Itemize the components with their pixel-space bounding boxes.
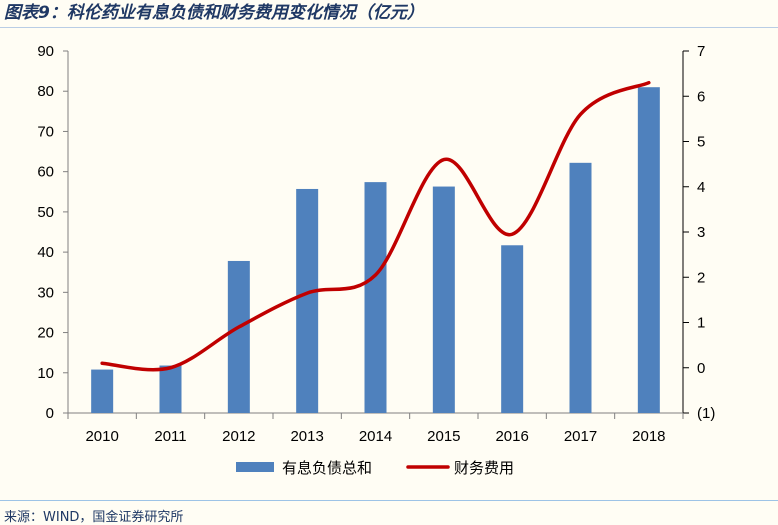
left-axis-tick-label: 50 bbox=[37, 204, 54, 221]
left-axis-tick-label: 20 bbox=[37, 325, 54, 342]
bar bbox=[159, 365, 182, 413]
legend-bar-label: 有息负债总和 bbox=[282, 459, 372, 477]
x-axis-tick-label: 2011 bbox=[154, 428, 186, 445]
right-axis-tick-label: 6 bbox=[697, 88, 705, 105]
bar bbox=[501, 245, 524, 413]
right-axis-tick-label: 2 bbox=[697, 269, 705, 286]
x-axis-tick-label: 2015 bbox=[427, 428, 460, 445]
left-axis-tick-label: 30 bbox=[37, 284, 54, 301]
x-axis-tick-label: 2014 bbox=[359, 428, 392, 445]
left-axis: 0 10 20 30 40 50 60 70 80 90 bbox=[37, 43, 69, 422]
bar bbox=[91, 369, 114, 413]
x-axis-tick-label: 2010 bbox=[85, 428, 118, 445]
x-axis-tick-label: 2012 bbox=[222, 428, 255, 445]
left-axis-tick-label: 60 bbox=[37, 164, 54, 181]
left-axis-tick-label: 80 bbox=[37, 83, 54, 100]
chart-title: 图表9：科伦药业有息负债和财务费用变化情况（亿元） bbox=[4, 3, 424, 23]
right-axis-tick-label: (1) bbox=[697, 405, 715, 422]
financial-expense-line bbox=[100, 80, 651, 372]
title-divider bbox=[0, 27, 778, 28]
chart: 0 10 20 30 40 50 60 70 80 90 (1) 0 1 2 3 4 5 6 7 2010 2011… bbox=[37, 43, 715, 477]
right-axis-tick-label: 1 bbox=[697, 315, 705, 332]
x-axis-tick-label: 2013 bbox=[290, 428, 323, 445]
x-axis: 2010 2011 2012 2013 2014 2015 2016 2017 2018 bbox=[67, 412, 684, 445]
legend-line-label: 财务费用 bbox=[454, 459, 514, 477]
left-axis-tick-label: 40 bbox=[37, 244, 54, 261]
legend: 有息负债总和 财务费用 bbox=[236, 459, 514, 477]
source-note: 来源：WIND，国金证券研究所 bbox=[4, 510, 184, 525]
left-axis-tick-label: 70 bbox=[37, 123, 54, 140]
x-axis-tick-label: 2018 bbox=[632, 428, 665, 445]
legend-bar-swatch bbox=[236, 462, 274, 472]
bar bbox=[227, 260, 250, 413]
x-axis-tick-label: 2016 bbox=[495, 428, 528, 445]
bar bbox=[296, 188, 319, 413]
line-series bbox=[100, 80, 651, 372]
right-axis-tick-label: 5 bbox=[697, 134, 705, 151]
right-axis: (1) 0 1 2 3 4 5 6 7 bbox=[682, 43, 715, 422]
right-axis-tick-label: 7 bbox=[697, 43, 705, 60]
footer-divider bbox=[0, 500, 778, 501]
left-axis-tick-label: 90 bbox=[37, 43, 54, 60]
bar-series bbox=[91, 87, 660, 413]
right-axis-tick-label: 3 bbox=[697, 224, 705, 241]
x-axis-tick-label: 2017 bbox=[564, 428, 597, 445]
bar bbox=[569, 162, 592, 413]
right-axis-tick-label: 0 bbox=[697, 360, 705, 377]
left-axis-tick-label: 0 bbox=[46, 405, 54, 422]
bar bbox=[432, 186, 455, 413]
bar bbox=[637, 87, 660, 413]
left-axis-tick-label: 10 bbox=[37, 365, 54, 382]
bar bbox=[364, 182, 387, 413]
right-axis-tick-label: 4 bbox=[697, 179, 705, 196]
